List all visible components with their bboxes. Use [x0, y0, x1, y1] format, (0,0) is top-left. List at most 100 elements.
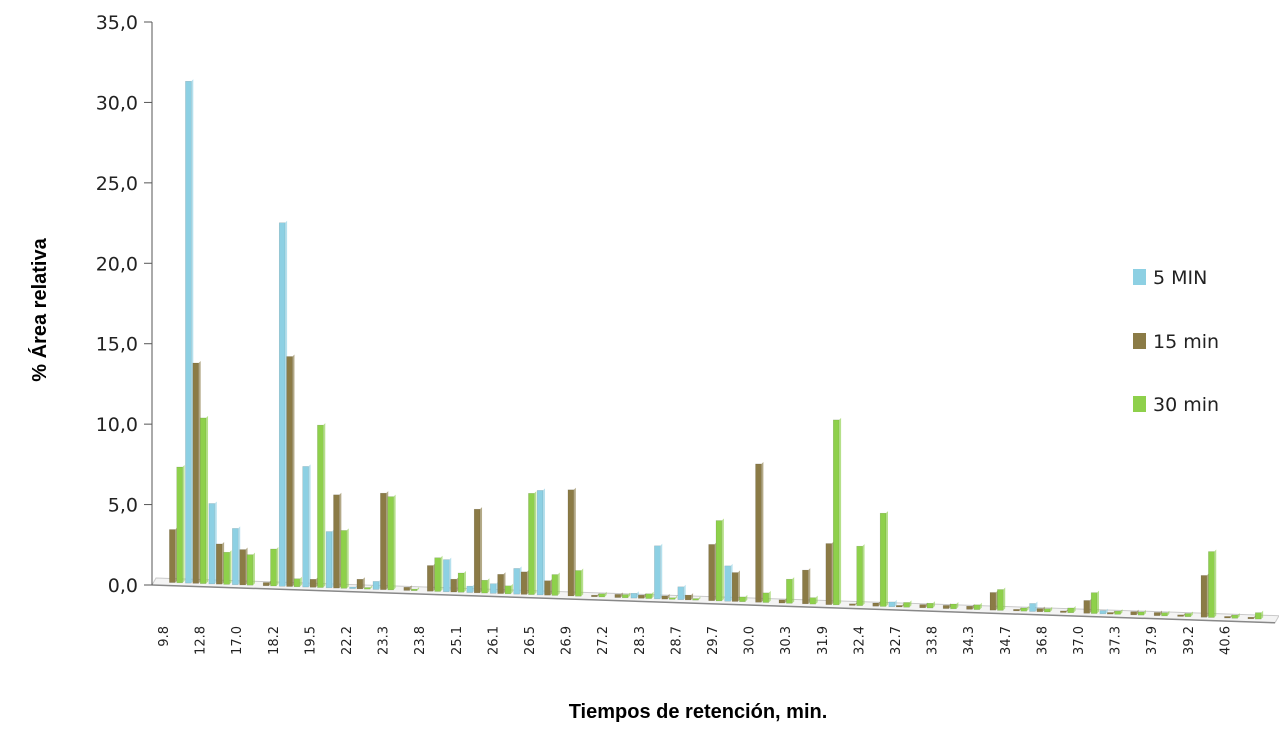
bar: [684, 593, 694, 601]
bar-face: [621, 594, 629, 599]
bar-face: [731, 572, 739, 602]
bar-face: [809, 597, 816, 605]
x-tick-label: 32.7: [889, 626, 904, 655]
bar-face: [481, 579, 488, 594]
bar: [1231, 613, 1240, 619]
bar-face: [372, 581, 380, 590]
bar-side: [510, 583, 513, 594]
bar: [199, 415, 209, 584]
bar: [387, 494, 396, 591]
x-tick-label: 34.3: [962, 626, 977, 655]
bar: [1200, 573, 1209, 618]
bar: [270, 546, 279, 587]
bar: [466, 584, 475, 593]
bar: [645, 591, 654, 599]
x-tick-label: 33.8: [926, 626, 941, 655]
bar: [879, 511, 888, 607]
y-tick-label: 10,0: [96, 414, 138, 436]
bar-face: [1114, 610, 1121, 615]
bar-side: [1159, 610, 1162, 616]
bar-face: [692, 598, 699, 601]
y-tick-label: 20,0: [96, 253, 138, 275]
bar-face: [176, 466, 183, 584]
bar-side: [1214, 549, 1217, 618]
bar-face: [457, 572, 465, 593]
x-tick-label: 31.9: [816, 626, 831, 655]
bar-face: [513, 568, 520, 595]
bar-side: [691, 593, 694, 600]
bar: [520, 569, 529, 595]
bar-side: [182, 465, 185, 583]
bar-face: [270, 548, 277, 587]
bar: [497, 572, 506, 594]
bar-face: [293, 578, 301, 588]
bar: [1130, 609, 1139, 616]
bar-side: [362, 577, 365, 589]
x-tick-label: 23.3: [377, 626, 392, 655]
bar-face: [504, 585, 512, 595]
bar-face: [1036, 608, 1044, 612]
bar: [825, 541, 834, 605]
x-tick-label: 22.2: [340, 626, 355, 655]
bar-side: [543, 488, 546, 595]
bar-face: [942, 605, 950, 609]
x-tick-label: 34.7: [999, 626, 1014, 655]
bar-face: [208, 503, 216, 585]
bar: [340, 528, 349, 589]
bar-side: [1003, 587, 1006, 611]
bar-face: [410, 588, 418, 591]
bar: [434, 555, 443, 592]
bar-side: [698, 596, 701, 601]
x-tick-label: 28.3: [633, 626, 648, 655]
bar-side: [956, 602, 959, 609]
bar-face: [638, 594, 645, 599]
bar-face: [1090, 592, 1098, 614]
legend-label-30min: 30 min: [1153, 394, 1219, 416]
x-axis-title: Tiempos de retención, min.: [569, 701, 828, 723]
bar-face: [192, 362, 199, 584]
bar-face: [661, 595, 668, 600]
bar-face: [427, 565, 434, 592]
bar: [997, 587, 1006, 611]
bar: [692, 596, 701, 601]
bar: [450, 577, 459, 593]
bar-face: [677, 586, 684, 600]
bar-side: [417, 587, 420, 591]
bar-face: [591, 594, 598, 598]
bar: [169, 527, 178, 583]
bar-face: [1247, 616, 1255, 620]
bar-face: [1106, 612, 1114, 615]
x-tick-label: 37.0: [1072, 626, 1087, 655]
bar-side: [808, 568, 811, 604]
bar-side: [393, 494, 396, 590]
bar-side: [1026, 605, 1029, 612]
x-tick-label: 40.6: [1218, 626, 1233, 655]
bar: [239, 547, 248, 586]
bar-face: [1231, 614, 1238, 619]
bar: [1083, 598, 1092, 614]
bar-side: [480, 507, 483, 593]
y-tick-label: 15,0: [96, 334, 138, 356]
bar-side: [628, 592, 631, 598]
bar-side: [346, 528, 349, 589]
bar-face: [849, 603, 856, 606]
bar-face: [997, 589, 1004, 611]
bar-face: [654, 545, 661, 600]
bar-face: [973, 604, 981, 610]
bar: [621, 592, 631, 599]
bar-side: [839, 417, 842, 605]
bar-face: [349, 586, 356, 589]
bar-face: [443, 559, 450, 593]
bar-face: [380, 492, 387, 590]
bar: [973, 602, 982, 610]
bar-face: [325, 531, 333, 589]
bar: [668, 595, 677, 600]
bar: [903, 600, 912, 608]
bar: [1067, 605, 1076, 614]
bar-face: [1060, 610, 1067, 613]
bar-side: [862, 544, 865, 606]
bar-face: [919, 604, 926, 609]
bar: [223, 550, 232, 585]
bar-side: [252, 552, 255, 586]
bar-side: [206, 415, 209, 584]
